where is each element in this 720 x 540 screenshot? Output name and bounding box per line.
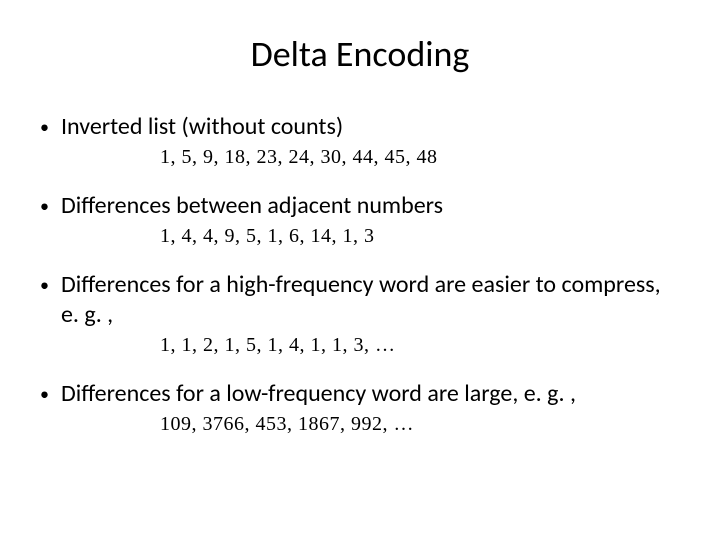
- bullet-block-3: • Differences for a low-frequency word a…: [40, 379, 680, 436]
- bullet-row: • Inverted list (without counts): [40, 112, 680, 142]
- bullet-dot-icon: •: [40, 270, 49, 300]
- bullet-text: Inverted list (without counts): [61, 112, 343, 142]
- bullet-dot-icon: •: [40, 191, 49, 221]
- number-sequence: 109, 3766, 453, 1867, 992, …: [160, 413, 680, 436]
- bullet-block-1: • Differences between adjacent numbers 1…: [40, 191, 680, 248]
- number-sequence: 1, 4, 4, 9, 5, 1, 6, 14, 1, 3: [160, 225, 680, 248]
- bullet-text: Differences between adjacent numbers: [61, 191, 443, 221]
- bullet-block-0: • Inverted list (without counts) 1, 5, 9…: [40, 112, 680, 169]
- number-sequence: 1, 1, 2, 1, 5, 1, 4, 1, 1, 3, …: [160, 334, 680, 357]
- slide-title: Delta Encoding: [40, 32, 680, 76]
- bullet-dot-icon: •: [40, 379, 49, 409]
- bullet-row: • Differences between adjacent numbers: [40, 191, 680, 221]
- bullet-text: Differences for a high-frequency word ar…: [61, 270, 680, 330]
- bullet-block-2: • Differences for a high-frequency word …: [40, 270, 680, 357]
- slide-container: Delta Encoding • Inverted list (without …: [0, 0, 720, 540]
- bullet-dot-icon: •: [40, 112, 49, 142]
- bullet-text: Differences for a low-frequency word are…: [61, 379, 576, 409]
- bullet-row: • Differences for a high-frequency word …: [40, 270, 680, 330]
- bullet-row: • Differences for a low-frequency word a…: [40, 379, 680, 409]
- number-sequence: 1, 5, 9, 18, 23, 24, 30, 44, 45, 48: [160, 146, 680, 169]
